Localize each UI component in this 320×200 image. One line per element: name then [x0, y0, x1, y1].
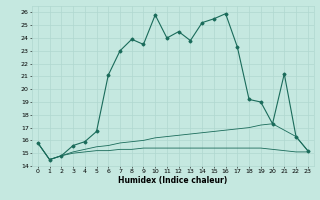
X-axis label: Humidex (Indice chaleur): Humidex (Indice chaleur) [118, 176, 228, 185]
